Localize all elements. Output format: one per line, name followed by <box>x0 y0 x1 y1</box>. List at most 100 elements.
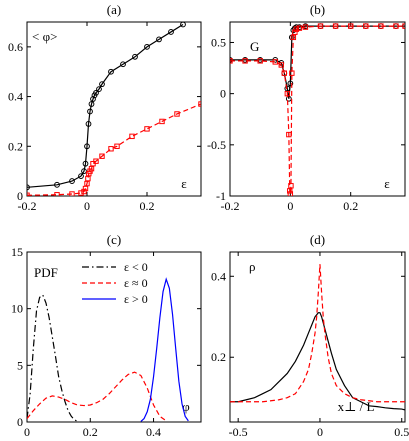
y-tick-label: 5 <box>17 358 23 372</box>
data-point <box>90 96 96 102</box>
data-point <box>288 183 294 189</box>
data-point <box>84 180 90 187</box>
series-line <box>27 371 167 422</box>
data-point <box>180 22 186 28</box>
data-point <box>88 101 95 107</box>
data-point <box>144 43 150 50</box>
data-point <box>198 101 201 107</box>
x-tick-label: -0.5 <box>229 425 248 439</box>
y-tick-label: 0.5 <box>211 35 226 49</box>
x-tick-label: -0.2 <box>18 199 37 213</box>
series-line <box>27 294 78 422</box>
y-tick-label: 0.6 <box>8 40 23 54</box>
legend-label: ε ≈ 0 <box>124 276 148 290</box>
y-tick-label: 15 <box>11 245 23 259</box>
data-point <box>287 188 293 194</box>
panel-title: (d) <box>310 232 325 247</box>
x-axis-label: ε <box>181 176 187 191</box>
data-point <box>278 62 284 68</box>
data-point <box>285 95 292 102</box>
data-point <box>27 192 30 196</box>
series-line <box>230 25 405 99</box>
data-point <box>286 131 292 138</box>
data-point <box>168 29 174 35</box>
y-tick-label: 0 <box>220 87 226 101</box>
x-tick-label: -0.2 <box>221 199 240 213</box>
data-point <box>54 192 60 196</box>
data-point <box>54 181 60 188</box>
data-point <box>69 191 75 196</box>
data-point <box>132 53 138 60</box>
y-tick-label: -1 <box>216 189 226 203</box>
panel-title: (b) <box>310 2 325 17</box>
data-point <box>174 111 180 117</box>
x-tick-label: 0.5 <box>394 425 409 439</box>
data-point <box>302 24 309 30</box>
series-line <box>27 103 201 196</box>
data-point <box>85 121 92 127</box>
plot-area <box>27 277 189 422</box>
panel-title: (a) <box>107 2 121 17</box>
y-axis-label: PDF <box>34 265 58 280</box>
y-tick-label: -0.5 <box>207 138 226 152</box>
data-point <box>81 188 87 195</box>
data-point <box>293 26 300 32</box>
legend-label: ε > 0 <box>124 292 148 306</box>
panel-c: (c) 0 0.2 0.4 0 5 10 15 PDF φ ε < 0 ε ≈ 0 ε > 0 <box>11 232 202 439</box>
panel-b: (b) -0.2 0 0.2 -1 -0.5 0 0.5 Gε <box>207 2 406 213</box>
x-tick-label: 0.2 <box>140 199 155 213</box>
series-line <box>27 23 184 188</box>
data-point <box>84 143 90 150</box>
y-tick-label: 0.2 <box>211 350 226 364</box>
data-point <box>108 146 114 152</box>
data-point <box>88 165 95 172</box>
data-point <box>393 23 399 29</box>
data-point <box>82 185 89 192</box>
data-point <box>159 118 165 125</box>
y-tick-label: 0 <box>17 189 23 203</box>
data-point <box>290 34 297 41</box>
data-point <box>87 108 93 115</box>
data-point <box>347 23 354 29</box>
series-line <box>230 264 405 403</box>
x-axis-label: ε <box>384 176 390 191</box>
legend-label: ε < 0 <box>124 260 148 274</box>
y-tick-label: 0.2 <box>8 139 23 153</box>
plot-area <box>230 264 405 411</box>
data-point <box>144 126 150 132</box>
data-point <box>82 160 89 167</box>
data-point <box>114 143 120 149</box>
data-point <box>99 153 105 159</box>
x-tick-label: 0.2 <box>343 199 358 213</box>
x-axis-label: x⊥ / L <box>338 399 375 414</box>
data-point <box>230 58 233 64</box>
data-point <box>296 25 303 31</box>
panel-a: (a)-0.2 0 0.200.20.40.6< φ>ε <box>8 2 202 213</box>
data-point <box>129 133 135 140</box>
y-axis-label: < φ> <box>32 29 57 44</box>
plot-frame <box>229 21 406 197</box>
plot-frame <box>229 251 406 423</box>
x-tick-label: 0 <box>287 199 293 213</box>
data-point <box>78 190 84 196</box>
x-tick-label: 0.2 <box>83 425 98 439</box>
data-point <box>85 175 91 182</box>
data-point <box>287 80 294 87</box>
data-point <box>378 23 384 29</box>
x-axis-label: φ <box>182 399 190 414</box>
data-point <box>284 85 291 92</box>
data-point <box>78 173 84 180</box>
data-point <box>96 86 102 93</box>
data-point <box>402 23 405 29</box>
data-point <box>281 70 288 76</box>
y-tick-label: 0 <box>17 415 23 429</box>
plot-frame <box>26 251 202 423</box>
data-point <box>93 89 99 96</box>
data-point <box>108 68 114 75</box>
plot-area <box>230 23 405 196</box>
data-point <box>292 29 298 35</box>
y-axis-label: G <box>250 39 259 54</box>
data-point <box>69 178 75 184</box>
data-point <box>242 58 248 64</box>
y-tick-label: 0.4 <box>8 90 23 104</box>
